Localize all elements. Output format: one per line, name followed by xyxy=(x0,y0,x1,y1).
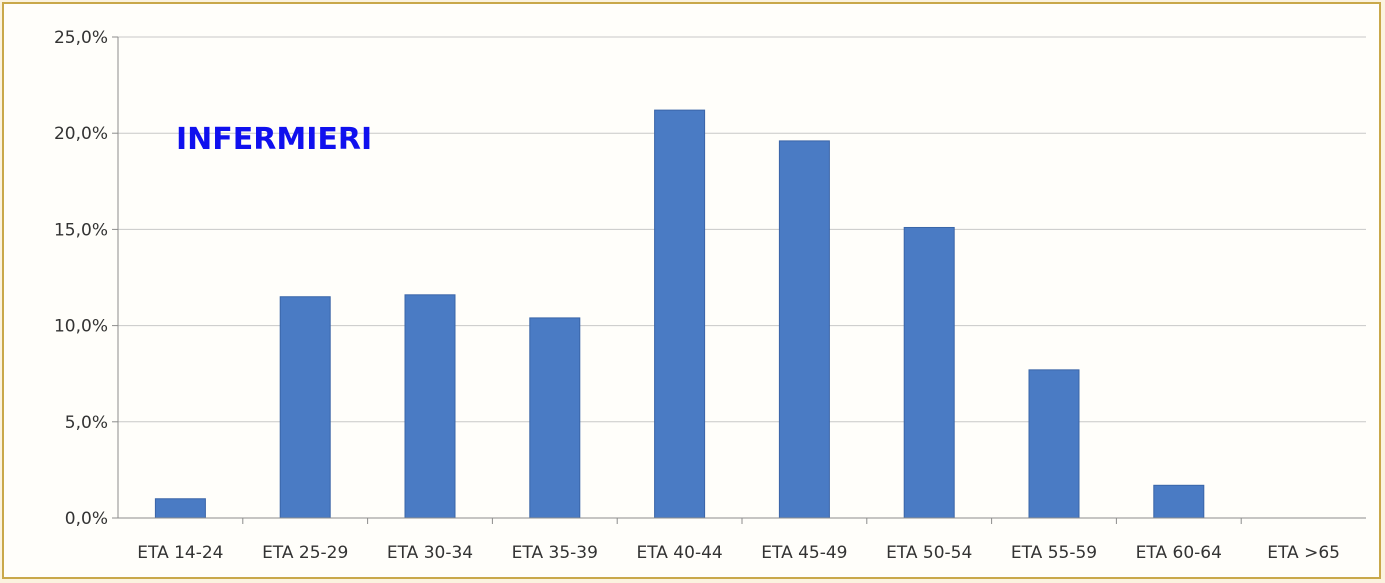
x-tick-label: ETA 40-44 xyxy=(636,543,722,563)
x-tick-label: ETA 45-49 xyxy=(761,543,847,563)
bar xyxy=(529,317,581,519)
bars xyxy=(154,109,1205,519)
y-tick-label: 20,0% xyxy=(54,124,108,144)
y-tick-label: 0,0% xyxy=(65,509,108,529)
x-tick-label: ETA 14-24 xyxy=(137,543,223,563)
bar xyxy=(778,140,830,519)
y-tick-label: 10,0% xyxy=(54,317,108,337)
bar xyxy=(279,296,331,519)
y-tick-label: 5,0% xyxy=(65,413,108,433)
bar xyxy=(903,226,955,519)
x-tick-label: ETA 30-34 xyxy=(387,543,473,563)
bar xyxy=(154,498,206,519)
x-tick-label: ETA 25-29 xyxy=(262,543,348,563)
x-tick-label: ETA >65 xyxy=(1267,543,1340,563)
x-tick-label: ETA 35-39 xyxy=(512,543,598,563)
y-tick-label: 25,0% xyxy=(54,28,108,48)
bar xyxy=(654,109,706,519)
y-tick-label: 15,0% xyxy=(54,220,108,240)
x-axis-ticks: ETA 14-24 ETA 25-29 ETA 30-34 ETA 35-39 ETA … xyxy=(137,518,1340,563)
x-tick-label: ETA 50-54 xyxy=(886,543,972,563)
bar xyxy=(404,294,456,519)
bar xyxy=(1153,484,1205,519)
x-tick-label: ETA 60-64 xyxy=(1136,543,1222,563)
y-axis-ticks: 0,0% 5,0% 10,0% 15,0% 20,0% 25,0% xyxy=(54,28,118,529)
x-tick-label: ETA 55-59 xyxy=(1011,543,1097,563)
chart-title: INFERMIERI xyxy=(176,122,372,157)
bar xyxy=(1028,369,1080,519)
